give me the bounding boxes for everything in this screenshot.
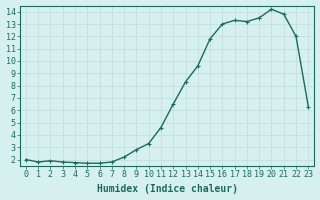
X-axis label: Humidex (Indice chaleur): Humidex (Indice chaleur) bbox=[97, 184, 237, 194]
